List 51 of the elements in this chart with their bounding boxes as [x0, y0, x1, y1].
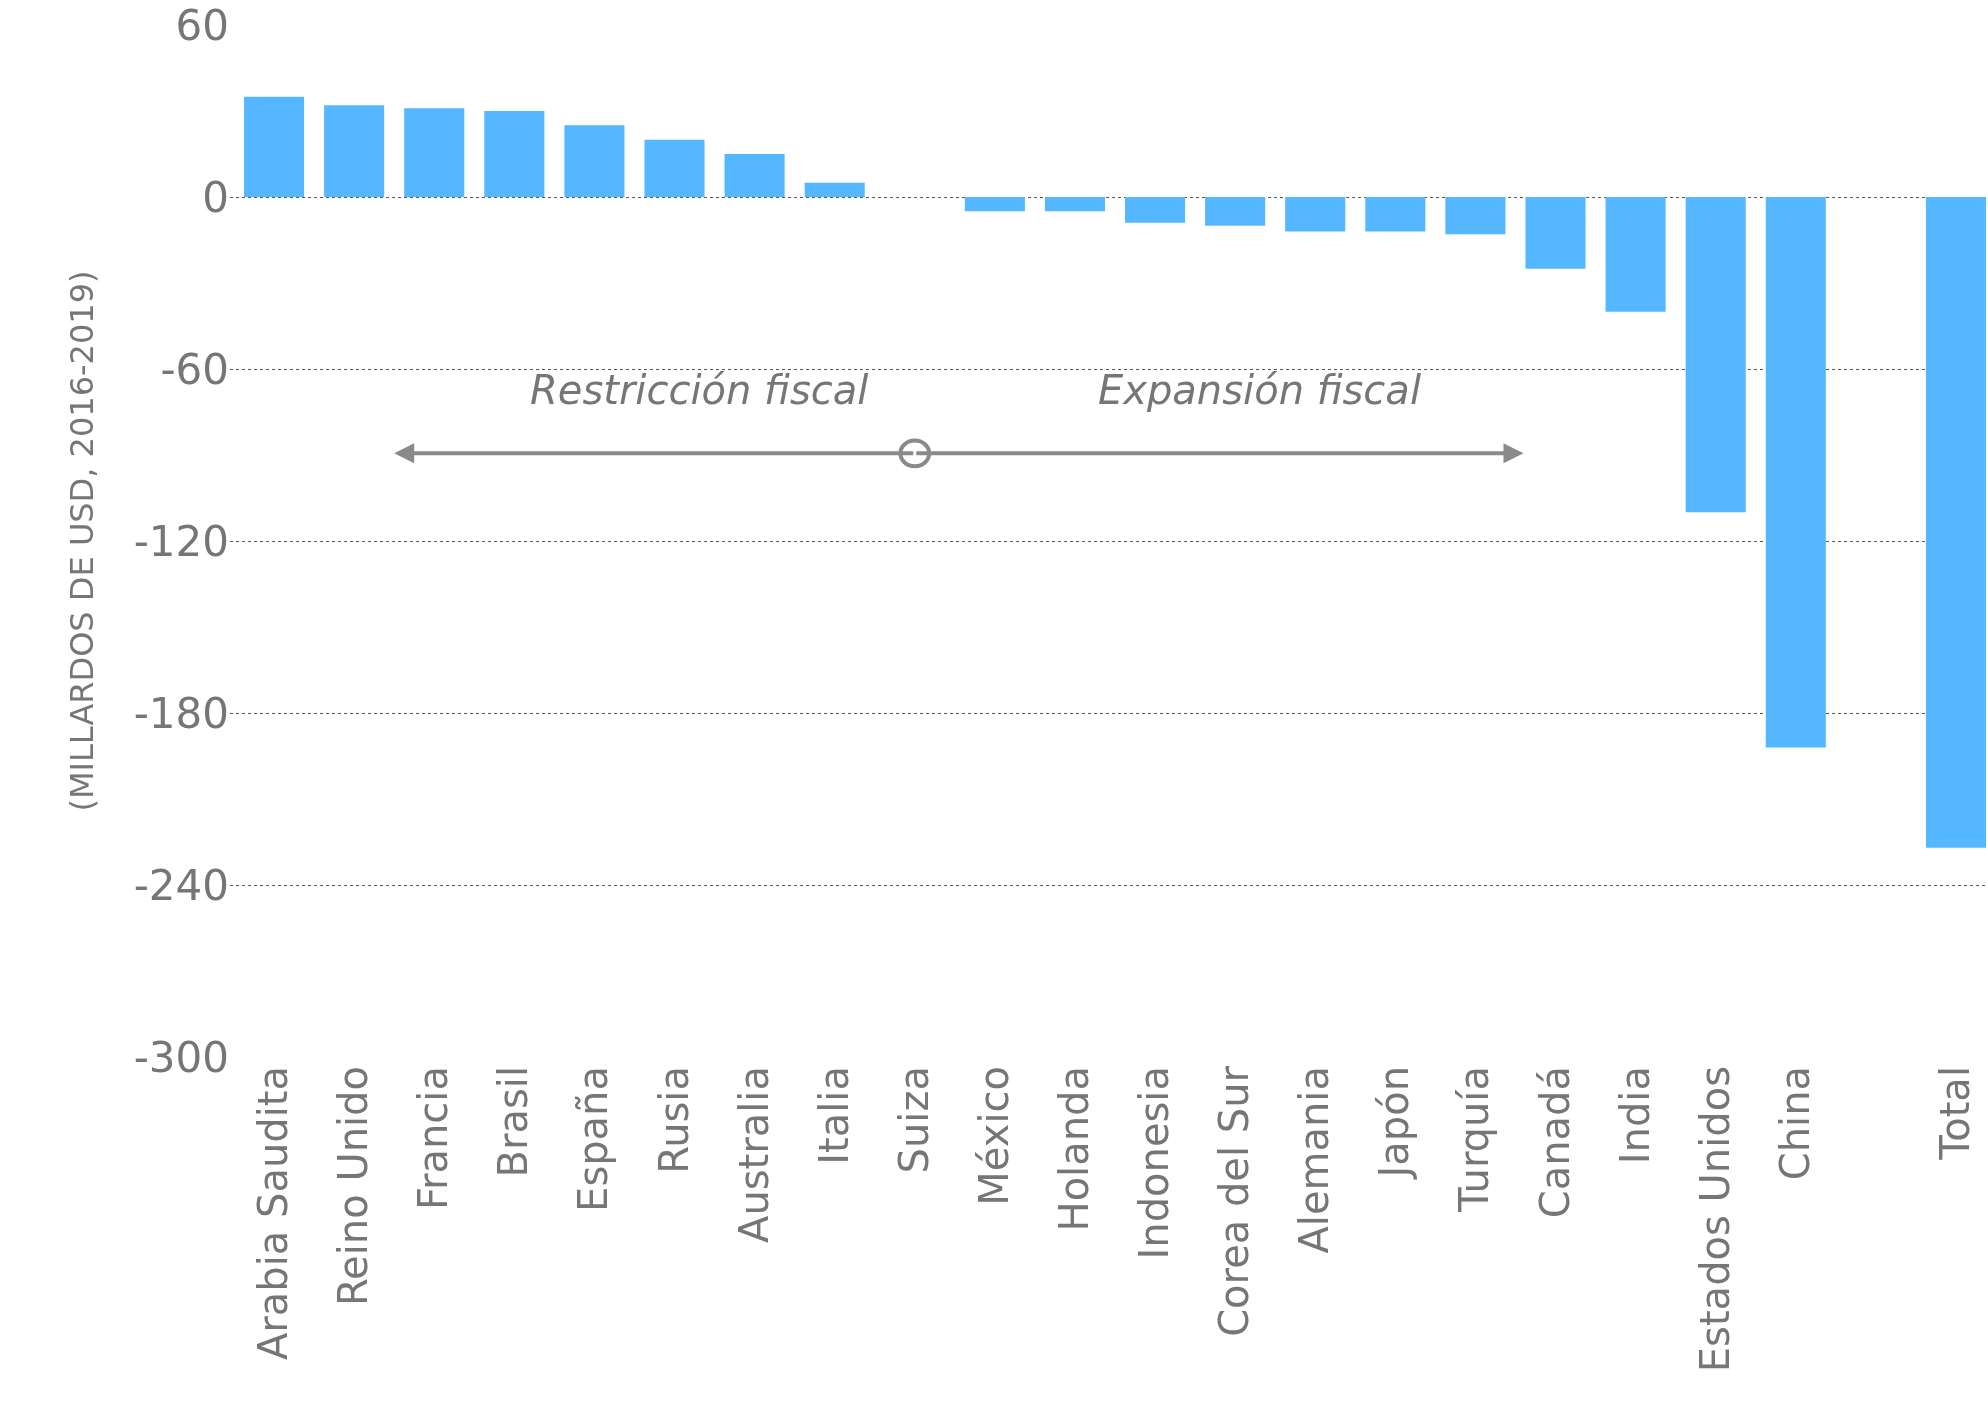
bar: [1765, 197, 1826, 748]
x-tick-label: Corea del Sur: [1211, 1065, 1258, 1337]
x-tick-label: Rusia: [650, 1066, 697, 1174]
x-tick-label: México: [970, 1066, 1017, 1206]
bar: [964, 197, 1025, 212]
annotation: Expansión fiscal: [1098, 367, 1421, 413]
x-tick-label: Holanda: [1050, 1066, 1097, 1232]
x-tick-label: Total: [1931, 1066, 1978, 1161]
bar: [1285, 197, 1346, 232]
y-tick-label: -240: [133, 860, 229, 910]
x-tick-label: India: [1611, 1066, 1658, 1165]
x-tick-label: Alemania: [1291, 1066, 1338, 1254]
bar: [1525, 197, 1586, 269]
x-tick-label: Canadá: [1531, 1066, 1578, 1219]
x-tick-label: Suiza: [890, 1066, 937, 1174]
x-tick-label: Arabia Saudita: [250, 1066, 297, 1361]
bar: [1685, 197, 1746, 513]
y-tick-label: -180: [133, 688, 229, 738]
y-tick-label: -60: [160, 344, 229, 394]
bar: [244, 96, 305, 197]
bar: [1605, 197, 1666, 312]
x-tick-label: Francia: [410, 1066, 457, 1211]
y-tick-label: -120: [133, 516, 229, 566]
annotation: Restricción fiscal: [530, 367, 869, 413]
bar: [1125, 197, 1186, 223]
x-tick-label: España: [570, 1066, 617, 1212]
x-tick-label: Japón: [1371, 1066, 1418, 1181]
x-tick-label: Indonesia: [1131, 1066, 1178, 1260]
y-tick-label: -300: [133, 1032, 229, 1082]
bar: [724, 154, 785, 197]
bar: [484, 111, 545, 197]
bar: [1205, 197, 1266, 226]
bar: [564, 125, 625, 197]
bar: [1365, 197, 1426, 232]
x-tick-label: China: [1771, 1066, 1818, 1181]
y-tick-label: 60: [175, 0, 229, 50]
y-tick-label: 0: [202, 172, 229, 222]
bar: [1925, 197, 1986, 848]
bar: [1445, 197, 1506, 235]
x-tick-label: Reino Unido: [330, 1066, 377, 1306]
bar: [404, 108, 465, 197]
x-tick-label: Turquía: [1451, 1066, 1498, 1213]
bar: [1044, 197, 1105, 212]
y-axis-title: (MILLARDOS DE USD, 2016-2019): [62, 270, 101, 812]
x-tick-label: Estados Unidos: [1691, 1066, 1738, 1373]
x-tick-label: Brasil: [490, 1066, 537, 1178]
x-tick-label: Australia: [730, 1066, 777, 1243]
bar: [324, 105, 385, 197]
x-tick-label: Italia: [810, 1066, 857, 1165]
bar: [644, 139, 705, 197]
bar: [804, 182, 865, 197]
